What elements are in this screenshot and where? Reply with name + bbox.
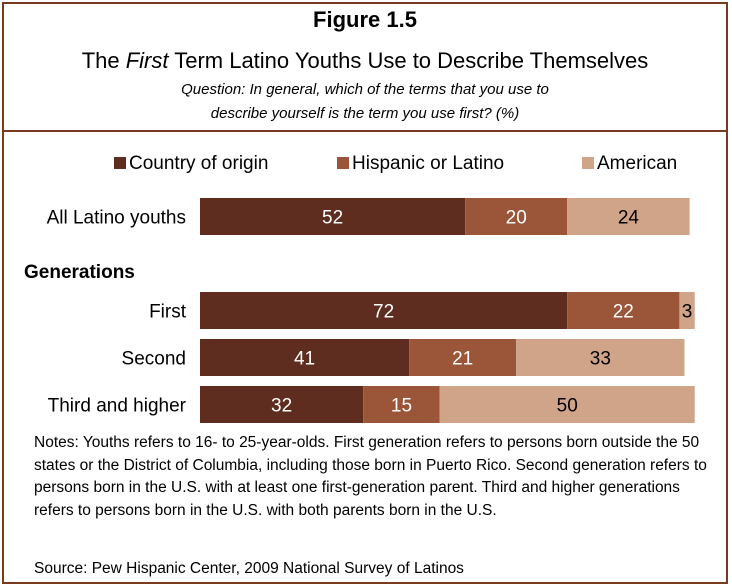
bar-segment [516,339,685,376]
stacked-bar-chart: Country of origin Hispanic or Latino Ameri… [24,153,695,423]
data-label: 50 [557,396,578,417]
bar-segment [409,339,517,376]
bar-segment [567,292,680,329]
legend-swatch-2 [337,157,349,169]
data-label: 33 [590,349,611,370]
title-emphasis: First [125,48,169,73]
data-label: 15 [391,396,412,417]
legend-label-2: Hispanic or Latino [352,153,504,174]
chart-title: The First Term Latino Youths Use to Desc… [4,48,726,74]
bar-segment [200,339,410,376]
category-label: First [149,302,187,323]
category-label: Second [122,349,186,370]
bar-segment [567,198,690,235]
data-label: 21 [452,349,473,370]
bar-segment [439,386,695,423]
group-heading: Generations [24,262,135,283]
chart-source: Source: Pew Hispanic Center, 2009 Nation… [34,560,464,577]
question-line-1: Question: In general, which of the terms… [181,81,549,98]
bar-segment [465,198,568,235]
data-label: 72 [373,302,394,323]
bar-segment [200,386,364,423]
chart-notes: Notes: Youths refers to 16- to 25-year-o… [34,434,707,519]
bar-segment [200,292,568,329]
bar-segment [363,386,440,423]
bar-segment [679,292,695,329]
title-prefix: The [81,48,126,73]
data-label: 41 [294,349,315,370]
legend-label-1: Country of origin [129,153,268,174]
title-suffix: Term Latino Youths Use to Describe Thems… [168,48,649,73]
data-label: 24 [618,208,640,229]
legend-swatch-3 [582,157,594,169]
data-label: 32 [271,396,292,417]
legend-label-3: American [597,153,677,174]
question-line-2: describe yourself is the term you use fi… [210,105,520,122]
data-label: 20 [506,208,527,229]
data-label: 52 [322,208,343,229]
figure-label: Figure 1.5 [313,7,417,32]
data-label: 22 [613,302,634,323]
legend-swatch-1 [114,157,126,169]
category-label: All Latino youths [47,208,186,229]
bar-segment [200,198,466,235]
data-label: 3 [682,302,693,323]
figure-header: Figure 1.5 The First Term Latino Youths … [4,4,726,132]
category-label: Third and higher [48,396,187,417]
